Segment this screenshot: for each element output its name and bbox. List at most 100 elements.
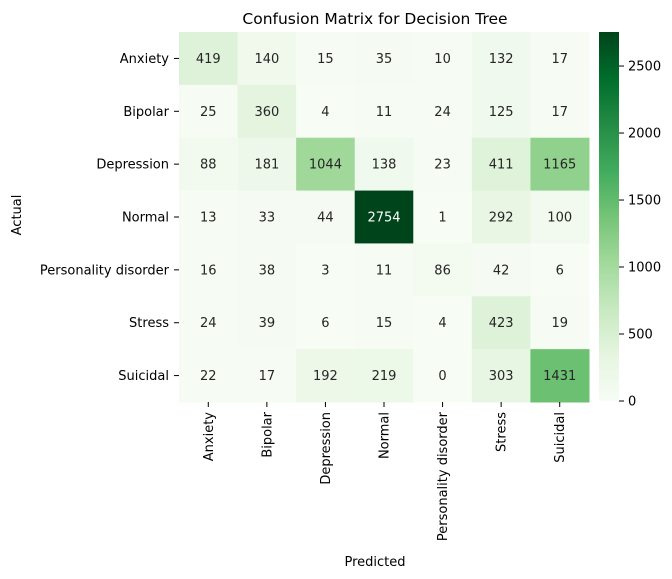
cell-value-label: 35 bbox=[376, 52, 393, 67]
cell-value-label: 44 bbox=[317, 211, 334, 226]
cell-value-label: 4 bbox=[438, 316, 446, 331]
heatmap-cell bbox=[296, 349, 356, 403]
heatmap-cell bbox=[296, 84, 356, 139]
heatmap-cell bbox=[179, 84, 239, 139]
heatmap-cell bbox=[471, 137, 531, 192]
cell-value-label: 2754 bbox=[367, 211, 400, 226]
y-tick-label: Depression bbox=[96, 158, 169, 173]
colorbar-tick-label: 2000 bbox=[628, 127, 661, 142]
colorbar-tick-label: 1500 bbox=[628, 194, 661, 209]
cell-value-label: 411 bbox=[489, 158, 514, 173]
y-tick-label: Anxiety bbox=[120, 52, 170, 67]
x-tick-label: Bipolar bbox=[260, 411, 275, 457]
cell-value-label: 25 bbox=[200, 105, 217, 120]
y-axis-ticks: Anxiety Bipolar Depression Normal Personalit… bbox=[40, 52, 179, 384]
colorbar-tick-label: 1000 bbox=[628, 261, 661, 276]
cell-value-label: 24 bbox=[434, 105, 451, 120]
cell-value-label: 11 bbox=[376, 105, 393, 120]
cell-value-label: 22 bbox=[200, 369, 217, 384]
cell-value-label: 138 bbox=[372, 158, 397, 173]
heatmap-cell bbox=[530, 32, 590, 86]
heatmap-cell bbox=[471, 296, 531, 350]
heatmap-cell bbox=[530, 137, 590, 192]
cell-value-label: 38 bbox=[259, 263, 276, 278]
heatmap-cell bbox=[237, 190, 297, 244]
cell-value-label: 1044 bbox=[309, 158, 342, 173]
heatmap-cell bbox=[354, 137, 414, 192]
heatmap-cell bbox=[296, 243, 356, 297]
cell-value-label: 42 bbox=[493, 263, 510, 278]
heatmap-cells bbox=[179, 32, 590, 403]
cell-value-label: 303 bbox=[489, 369, 514, 384]
cell-value-label: 125 bbox=[489, 105, 514, 120]
heatmap-cell bbox=[237, 349, 297, 403]
heatmap-cell bbox=[237, 32, 297, 86]
cell-value-label: 17 bbox=[259, 369, 276, 384]
cell-value-label: 11 bbox=[376, 263, 393, 278]
x-tick-label: Personality disorder bbox=[436, 411, 451, 541]
heatmap-cell bbox=[413, 243, 473, 297]
cell-value-label: 132 bbox=[489, 52, 514, 67]
cell-value-label: 140 bbox=[254, 52, 279, 67]
cell-value-label: 1431 bbox=[543, 369, 576, 384]
x-tick-label: Suicidal bbox=[553, 412, 568, 463]
cell-value-label: 19 bbox=[551, 316, 568, 331]
heatmap-cell bbox=[471, 190, 531, 244]
heatmap-cell bbox=[530, 190, 590, 244]
heatmap-cell bbox=[179, 349, 239, 403]
cell-value-label: 23 bbox=[434, 158, 451, 173]
heatmap-cell bbox=[237, 296, 297, 350]
heatmap-cell bbox=[530, 349, 590, 403]
cell-value-label: 6 bbox=[556, 263, 564, 278]
x-tick-label: Stress bbox=[495, 412, 510, 452]
cell-value-label: 0 bbox=[438, 369, 446, 384]
heatmap-cell bbox=[354, 349, 414, 403]
cell-value-label: 419 bbox=[196, 52, 221, 67]
cell-value-label: 88 bbox=[200, 158, 217, 173]
x-tick-label: Normal bbox=[378, 412, 393, 459]
colorbar-tick-label: 2500 bbox=[628, 60, 661, 75]
y-tick-label: Suicidal bbox=[118, 369, 169, 384]
heatmap-cell bbox=[413, 32, 473, 86]
cell-value-label: 17 bbox=[551, 52, 568, 67]
heatmap-cell bbox=[471, 243, 531, 297]
heatmap-cell bbox=[179, 190, 239, 244]
heatmap-cell bbox=[471, 32, 531, 86]
heatmap-cell bbox=[179, 243, 239, 297]
heatmap-cell bbox=[413, 296, 473, 350]
x-tick-label: Depression bbox=[319, 412, 334, 485]
cell-value-label: 13 bbox=[200, 211, 217, 226]
y-axis-label: Actual bbox=[10, 195, 25, 236]
heatmap-cell bbox=[530, 84, 590, 139]
cell-value-label: 15 bbox=[317, 52, 334, 67]
x-axis-label: Predicted bbox=[344, 555, 405, 570]
cell-value-label: 33 bbox=[259, 211, 276, 226]
cell-value-label: 17 bbox=[551, 105, 568, 120]
heatmap-cell bbox=[179, 137, 239, 192]
y-tick-label: Bipolar bbox=[123, 105, 169, 120]
x-tick-label: Anxiety bbox=[202, 412, 217, 462]
heatmap-cell bbox=[296, 32, 356, 86]
colorbar bbox=[599, 32, 619, 401]
colorbar-tick-label: 500 bbox=[628, 328, 653, 343]
colorbar-tick-label: 0 bbox=[628, 395, 636, 410]
heatmap-cell bbox=[354, 32, 414, 86]
cell-value-label: 15 bbox=[376, 316, 393, 331]
cell-value-label: 6 bbox=[321, 316, 329, 331]
heatmap-cell bbox=[237, 243, 297, 297]
cell-value-label: 423 bbox=[489, 316, 514, 331]
cell-value-label: 1 bbox=[438, 211, 446, 226]
y-tick-label: Normal bbox=[122, 211, 169, 226]
cell-value-label: 3 bbox=[321, 263, 329, 278]
heatmap-cell bbox=[530, 296, 590, 350]
cell-value-label: 16 bbox=[200, 263, 217, 278]
heatmap-cell bbox=[237, 84, 297, 139]
cell-value-label: 292 bbox=[489, 211, 514, 226]
heatmap-cell bbox=[296, 296, 356, 350]
heatmap-cell bbox=[179, 32, 239, 86]
y-tick-label: Personality disorder bbox=[40, 263, 170, 278]
cell-value-label: 100 bbox=[547, 211, 572, 226]
heatmap-cell bbox=[179, 296, 239, 350]
